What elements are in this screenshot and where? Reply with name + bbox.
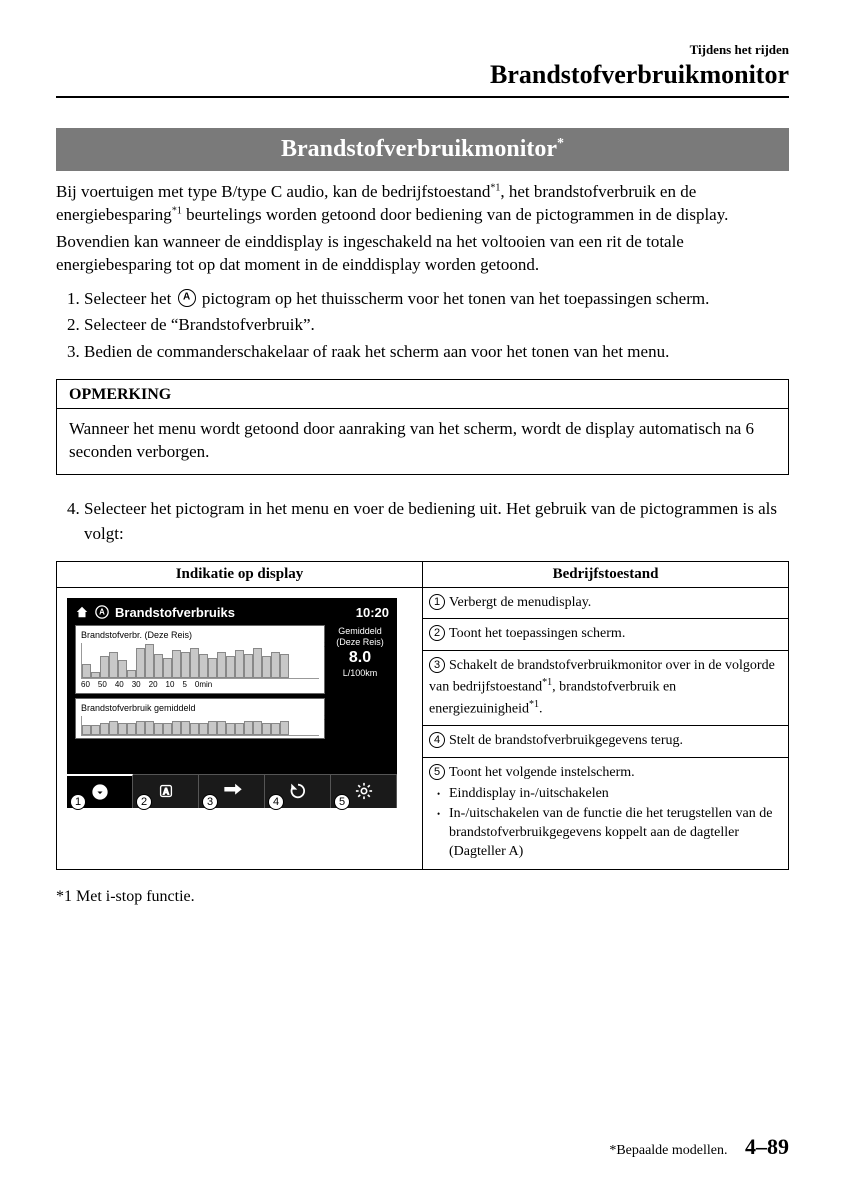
table-col2-header: Bedrijfstoestand xyxy=(423,561,789,587)
intro-paragraph-2: Bovendien kan wanneer de einddisplay is … xyxy=(56,231,789,277)
row3c: . xyxy=(539,701,543,716)
tab-switch-view[interactable]: 3 xyxy=(199,774,265,808)
intro-paragraph-1: Bij voertuigen met type B/type C audio, … xyxy=(56,181,789,227)
row5-bullet1: Einddisplay in-/uitschakelen xyxy=(449,785,780,804)
page-footer: *Bepaalde modellen. 4–89 xyxy=(609,1134,789,1160)
row4-text: Stelt de brandstofverbruikgegevens terug… xyxy=(449,733,683,748)
chart-avg-label: Brandstofverbruik gemiddeld xyxy=(81,702,319,714)
page-header: Tijdens het rijden Brandstofverbruikmoni… xyxy=(56,42,789,90)
row5-num: 5 xyxy=(429,764,445,780)
table-row-2: 2 Toont het toepassingen scherm. xyxy=(423,619,789,651)
row5-sublist: Einddisplay in-/uitschakelen In-/uitscha… xyxy=(429,785,780,862)
chart-xticks: 60504030201050min xyxy=(81,680,319,691)
step-1b: pictogram op het thuisscherm voor het to… xyxy=(198,289,710,308)
header-context: Tijdens het rijden xyxy=(56,42,789,58)
screen-titlebar: A Brandstofverbruiks 10:20 xyxy=(75,604,389,622)
callout-2: 2 xyxy=(136,792,156,811)
callout-4-num: 4 xyxy=(268,794,284,810)
home-icon xyxy=(75,605,89,619)
page-number: 4–89 xyxy=(745,1134,789,1159)
header-rule xyxy=(56,96,789,98)
tab-settings[interactable]: 5 xyxy=(331,774,397,808)
row3-num: 3 xyxy=(429,657,445,673)
table-col1-header: Indikatie op display xyxy=(57,561,423,587)
step-1: Selecteer het pictogram op het thuissche… xyxy=(84,287,789,312)
table-row-3: 3Schakelt de brandstofverbruikmonitor ov… xyxy=(423,651,789,726)
screen-clock: 10:20 xyxy=(356,604,389,622)
avg-value: 8.0 xyxy=(331,648,389,668)
banner-superscript: * xyxy=(557,136,564,151)
note-box: OPMERKING Wanneer het menu wordt getoond… xyxy=(56,379,789,476)
average-box: Gemiddeld (Deze Reis) 8.0 L/100km xyxy=(331,626,389,680)
row4-num: 4 xyxy=(429,732,445,748)
app-a-icon: A xyxy=(95,605,109,619)
indication-table: Indikatie op display Bedrijfstoestand A xyxy=(56,561,789,870)
callout-1: 1 xyxy=(70,792,90,811)
tab-hide-menu[interactable]: 1 xyxy=(67,774,133,808)
callout-5-num: 5 xyxy=(334,794,350,810)
row2-text: Toont het toepassingen scherm. xyxy=(449,626,625,641)
header-section-title: Brandstofverbruikmonitor xyxy=(56,60,789,90)
step-1a: Selecteer het xyxy=(84,289,176,308)
steps-list-cont: Selecteer het pictogram in het menu en v… xyxy=(56,497,789,546)
step-3: Bedien de commanderschakelaar of raak he… xyxy=(84,340,789,365)
tab-applications[interactable]: A 2 xyxy=(133,774,199,808)
avg-label-2: (Deze Reis) xyxy=(331,637,389,648)
intro-sup-2: *1 xyxy=(172,205,182,216)
footer-note: *Bepaalde modellen. xyxy=(609,1143,727,1158)
intro-sup-1: *1 xyxy=(490,182,500,193)
step-2: Selecteer de “Brandstofverbruik”. xyxy=(84,313,789,338)
chart-avg-ytick: 15 xyxy=(324,713,333,724)
chart-avg: Brandstofverbruik gemiddeld 15 xyxy=(75,698,325,739)
tab-reset[interactable]: 4 xyxy=(265,774,331,808)
table-row-5: 5 Toont het volgende instelscherm. Einddi… xyxy=(423,758,789,869)
chart-avg-bars: 15 xyxy=(81,716,319,736)
svg-text:A: A xyxy=(162,787,169,797)
row3-sup1: *1 xyxy=(542,677,552,688)
row1-text: Verbergt de menudisplay. xyxy=(449,595,591,610)
row5-text: Toont het volgende instelscherm. xyxy=(449,765,635,780)
note-heading: OPMERKING xyxy=(57,380,788,409)
callout-2-num: 2 xyxy=(136,794,152,810)
callout-3-num: 3 xyxy=(202,794,218,810)
step-4: Selecteer het pictogram in het menu en v… xyxy=(84,497,789,546)
table-row-1: 1 Verbergt de menudisplay. xyxy=(423,587,789,619)
screen-title: Brandstofverbruiks xyxy=(115,604,235,622)
note-body: Wanneer het menu wordt getoond door aanr… xyxy=(57,409,788,475)
banner-title: Brandstofverbruikmonitor xyxy=(281,136,557,162)
avg-unit: L/100km xyxy=(331,668,389,679)
chart-trip-label: Brandstofverbr. (Deze Reis) xyxy=(81,629,319,641)
row1-num: 1 xyxy=(429,594,445,610)
chart-trip: Brandstofverbr. (Deze Reis) 15 L/100km 6… xyxy=(75,625,325,694)
callout-3: 3 xyxy=(202,792,222,811)
row5-bullet2: In-/uitschakelen van de functie die het … xyxy=(449,805,780,862)
avg-label-1: Gemiddeld xyxy=(331,626,389,637)
footnote: *1 Met i-stop functie. xyxy=(56,888,789,906)
steps-list: Selecteer het pictogram op het thuissche… xyxy=(56,287,789,365)
row2-num: 2 xyxy=(429,625,445,641)
chart-trip-bars: 15 L/100km xyxy=(81,643,319,679)
row3-sup2: *1 xyxy=(529,699,539,710)
table-display-cell: A Brandstofverbruiks 10:20 Brandstofverb… xyxy=(57,587,423,869)
callout-5: 5 xyxy=(334,792,354,811)
svg-text:A: A xyxy=(99,608,105,617)
intro-p1c: beurtelings worden getoond door bedienin… xyxy=(182,205,729,224)
intro-p1a: Bij voertuigen met type B/type C audio, … xyxy=(56,182,490,201)
section-banner: Brandstofverbruikmonitor* xyxy=(56,128,789,171)
callout-1-num: 1 xyxy=(70,794,86,810)
callout-4: 4 xyxy=(268,792,288,811)
applications-icon xyxy=(178,289,196,307)
infotainment-screen: A Brandstofverbruiks 10:20 Brandstofverb… xyxy=(67,598,397,808)
screen-tabbar: 1 A 2 3 4 xyxy=(67,774,397,808)
table-row-4: 4 Stelt de brandstofverbruikgegevens teru… xyxy=(423,726,789,758)
